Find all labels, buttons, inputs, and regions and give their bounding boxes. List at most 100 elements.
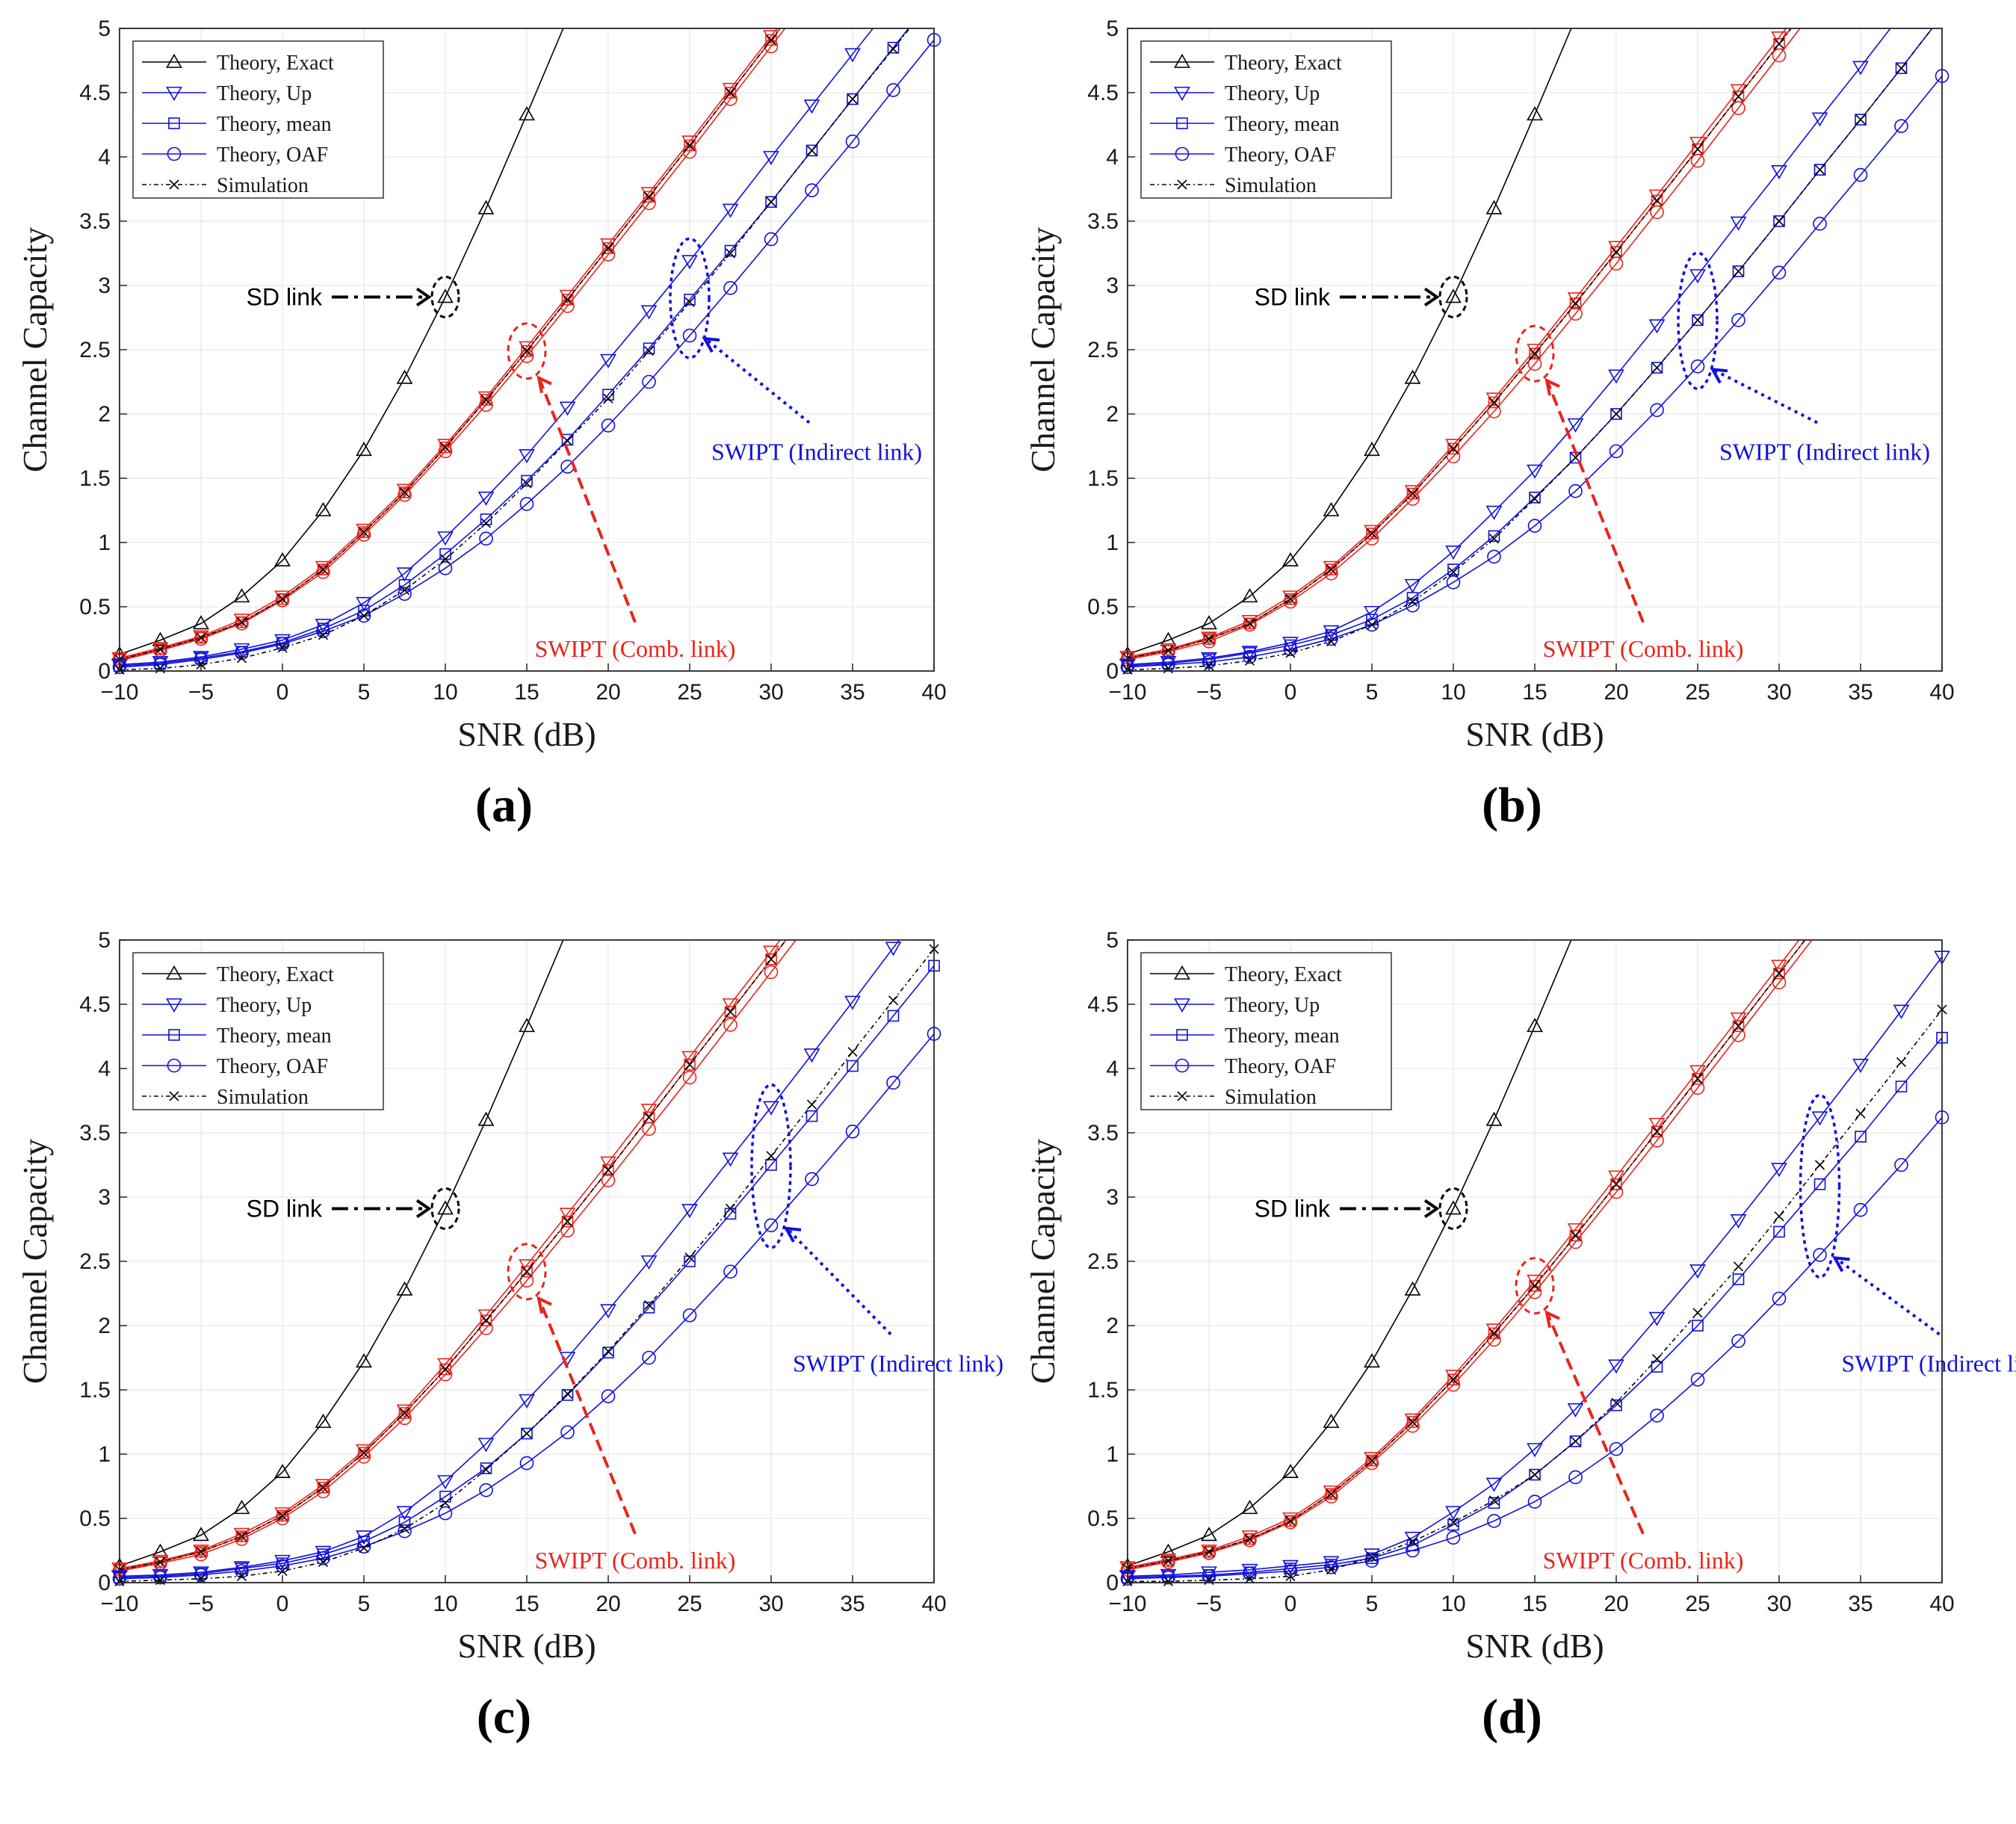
series-direct-sim-point <box>1692 1074 1703 1084</box>
series-theory-exact-point <box>477 1111 495 1126</box>
series-indirect-oaf-point <box>1446 575 1461 590</box>
series-indirect-up-point <box>803 99 820 114</box>
series-direct-mean-point <box>1488 396 1500 409</box>
series-indirect-sim-point <box>236 1571 247 1581</box>
x-tick-label: 15 <box>1522 1592 1547 1616</box>
series-indirect-oaf-point <box>682 328 697 343</box>
series-indirect-sim-point <box>888 43 899 55</box>
series-indirect-oaf-point <box>642 1350 656 1365</box>
series-indirect-up-point <box>1648 319 1666 334</box>
legend-label: Simulation <box>217 174 309 197</box>
series-indirect-sim-point <box>522 478 532 489</box>
series-indirect-sim-point <box>522 1428 532 1439</box>
series-theory-exact-point <box>1445 1200 1462 1215</box>
series-theory-exact-point <box>1485 1111 1503 1126</box>
series-indirect-up-point <box>559 401 576 416</box>
series-indirect-sim-point <box>1488 1495 1500 1506</box>
series-indirect-up-point <box>1567 418 1584 433</box>
series-theory-exact-point <box>1364 1353 1380 1368</box>
legend-label: Theory, OAF <box>1225 1055 1336 1078</box>
y-tick-label: 5 <box>98 16 111 41</box>
series-direct-mean-point <box>684 1059 696 1071</box>
legend-label: Theory, Up <box>217 82 312 105</box>
series-indirect-mean-point <box>643 1302 655 1314</box>
series-indirect-up-point <box>1689 269 1706 284</box>
legend-label: Theory, mean <box>1225 1024 1340 1048</box>
series-indirect-sim-point <box>888 995 899 1006</box>
y-tick-label: 2 <box>1106 402 1119 427</box>
y-tick-label: 3.5 <box>79 1121 111 1146</box>
x-tick-label: 35 <box>1848 680 1873 705</box>
x-tick-label: −5 <box>1196 680 1222 705</box>
swipt-comb-arrow <box>1547 1314 1645 1535</box>
series-indirect-oaf-point <box>398 1524 412 1539</box>
series-indirect-up-point <box>1241 1563 1258 1578</box>
x-tick-label: −10 <box>101 680 139 705</box>
series-indirect-up-point <box>681 1204 698 1219</box>
series-direct-oaf-point <box>438 1367 453 1382</box>
series-direct-sim-point <box>196 632 206 643</box>
legend-marker <box>1177 179 1187 190</box>
series-indirect-oaf-point <box>398 587 412 602</box>
series-indirect-sim-point <box>1651 1354 1663 1364</box>
series-indirect-oaf-point <box>1731 1334 1746 1348</box>
series-direct-sim-point <box>1285 1515 1296 1527</box>
series-indirect-sim-point <box>1651 362 1663 373</box>
series-direct-mean-point <box>1651 1125 1663 1138</box>
series-direct-oaf-point <box>764 965 779 980</box>
legend-label: Theory, OAF <box>1225 143 1336 167</box>
series-indirect-up-point <box>356 1530 372 1545</box>
series-direct-oaf-point <box>1446 449 1461 464</box>
series-direct-oaf-point <box>519 349 534 363</box>
series-indirect-up-line <box>119 28 874 666</box>
x-tick-label: −5 <box>188 680 214 705</box>
legend-marker <box>166 87 182 102</box>
x-tick-label: 10 <box>433 1592 457 1616</box>
series-direct-up-point <box>193 1545 209 1559</box>
series-direct-oaf-point <box>1243 617 1257 632</box>
series-direct-sim-line <box>1127 28 1792 659</box>
series-indirect-oaf-point <box>1527 519 1542 533</box>
series-direct-oaf-point <box>1609 1184 1624 1199</box>
series-direct-sim-point <box>399 1408 410 1418</box>
swipt-comb-ellipse <box>1515 324 1555 383</box>
series-indirect-mean-point <box>765 196 777 208</box>
swipt-indirect-ellipse <box>1799 1093 1841 1279</box>
series-indirect-oaf-point <box>1772 1291 1787 1306</box>
series-indirect-oaf-point <box>886 1075 900 1090</box>
series-direct-sim-point <box>1570 1231 1581 1241</box>
series-indirect-mean-point <box>765 1159 777 1171</box>
legend-marker <box>1175 1058 1190 1073</box>
legend-label: Theory, Up <box>1225 994 1320 1017</box>
series-theory-exact-line <box>1127 939 1572 1567</box>
swipt-indirect-arrow <box>786 1228 892 1336</box>
series-direct-sim-point <box>1651 195 1663 206</box>
legend-marker <box>1174 965 1190 980</box>
x-tick-label: 30 <box>758 1592 783 1616</box>
series-direct-up-point <box>763 945 779 960</box>
series-direct-oaf-point <box>1609 256 1624 271</box>
x-tick-label: 40 <box>1929 680 1954 705</box>
series-indirect-oaf-point <box>519 497 534 511</box>
series-direct-mean-point <box>521 1265 533 1278</box>
y-tick-label: 5 <box>1106 928 1119 953</box>
series-direct-sim-point <box>480 1315 492 1326</box>
legend-label: Simulation <box>217 1086 309 1109</box>
series-direct-sim-point <box>196 1547 206 1557</box>
series-indirect-sim-point <box>643 346 655 356</box>
series-indirect-oaf-point <box>235 1564 249 1578</box>
plot-series <box>1119 28 1949 675</box>
series-direct-oaf-point <box>194 631 208 646</box>
series-indirect-mean-point <box>806 1110 818 1122</box>
series-direct-sim-point <box>1530 348 1540 359</box>
series-theory-exact-point <box>1282 1463 1299 1479</box>
series-direct-up-point <box>315 560 332 575</box>
y-tick-label: 4 <box>98 145 111 170</box>
swipt-comb-ellipse <box>507 322 547 380</box>
series-direct-mean-point <box>602 1164 614 1176</box>
y-tick-label: 3 <box>98 273 111 298</box>
series-indirect-oaf-point <box>316 624 330 638</box>
series-theory-exact-point <box>1527 106 1543 121</box>
y-tick-label: 2.5 <box>1087 338 1119 362</box>
chart-panel-b: −10 −5 0 5 10 15 20 25 30 35 40 0 0.5 1 1.5 2 2.5 3 3.5 4 4.… <box>1008 0 2016 912</box>
